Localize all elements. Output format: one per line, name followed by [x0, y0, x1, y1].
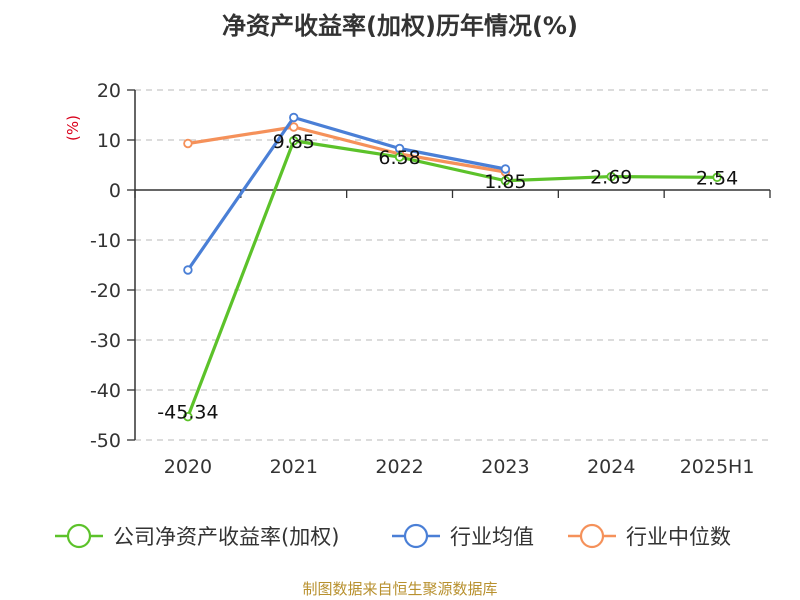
data-point [394, 143, 405, 154]
y-tick-label: -50 [90, 430, 121, 452]
data-point [606, 171, 616, 182]
x-tick-label: 2024 [587, 456, 635, 478]
legend-label: 行业中位数 [626, 525, 731, 549]
x-tick-label: 2023 [481, 456, 529, 478]
data-point [500, 164, 511, 174]
source-note: 制图数据来自恒生聚源数据库 [302, 580, 497, 598]
y-tick-label: -30 [90, 330, 121, 352]
x-tick-label: 2025H1 [680, 456, 755, 478]
data-labels: -45.34 9.85 6.58 1.85 2.69 2.54 [157, 131, 738, 424]
series-line [186, 139, 718, 418]
data-point [289, 112, 299, 123]
data-label: -45.34 [157, 402, 218, 424]
x-axis [134, 90, 771, 440]
legend-marker [579, 523, 605, 549]
data-label: 6.58 [378, 147, 420, 169]
data-label: 2.69 [590, 167, 632, 189]
series-group [183, 112, 722, 422]
y-tick-label: 10 [97, 130, 121, 152]
data-point [183, 412, 193, 422]
data-point [500, 176, 511, 186]
data-label: 2.54 [696, 167, 738, 189]
x-tick-label: 2020 [164, 456, 212, 478]
data-point [289, 122, 299, 132]
series-line [187, 125, 506, 174]
legend-marker [66, 523, 92, 549]
data-label: 1.85 [484, 171, 526, 193]
y-axis-ticks: 20 10 0 -10 -20 -30 -40 -50 [90, 80, 135, 452]
data-point [183, 138, 193, 149]
data-label: 9.85 [273, 131, 315, 153]
x-tick-label: 2022 [375, 456, 423, 478]
y-tick-label: -20 [90, 280, 121, 302]
y-tick-label: 20 [97, 80, 121, 102]
y-tick-label: 0 [109, 180, 121, 202]
grid-lines [135, 89, 770, 441]
y-axis-unit: (%) [64, 115, 82, 141]
chart-title: 净资产收益率(加权)历年情况(%) [222, 12, 578, 40]
x-axis-ticks: 2020 2021 2022 2023 2024 2025H1 [164, 456, 755, 478]
y-tick-label: -40 [90, 380, 121, 402]
data-point [712, 172, 722, 182]
data-point [289, 136, 299, 146]
data-point [183, 265, 193, 275]
legend: 公司净资产收益率(加权) 行业均值 行业中位数 [55, 523, 731, 549]
legend-marker [403, 523, 429, 549]
data-point [394, 152, 405, 162]
legend-label: 行业均值 [450, 525, 534, 549]
x-tick-label: 2021 [270, 456, 318, 478]
legend-label: 公司净资产收益率(加权) [113, 525, 339, 549]
y-tick-label: -10 [90, 230, 121, 252]
series-line [186, 115, 506, 271]
